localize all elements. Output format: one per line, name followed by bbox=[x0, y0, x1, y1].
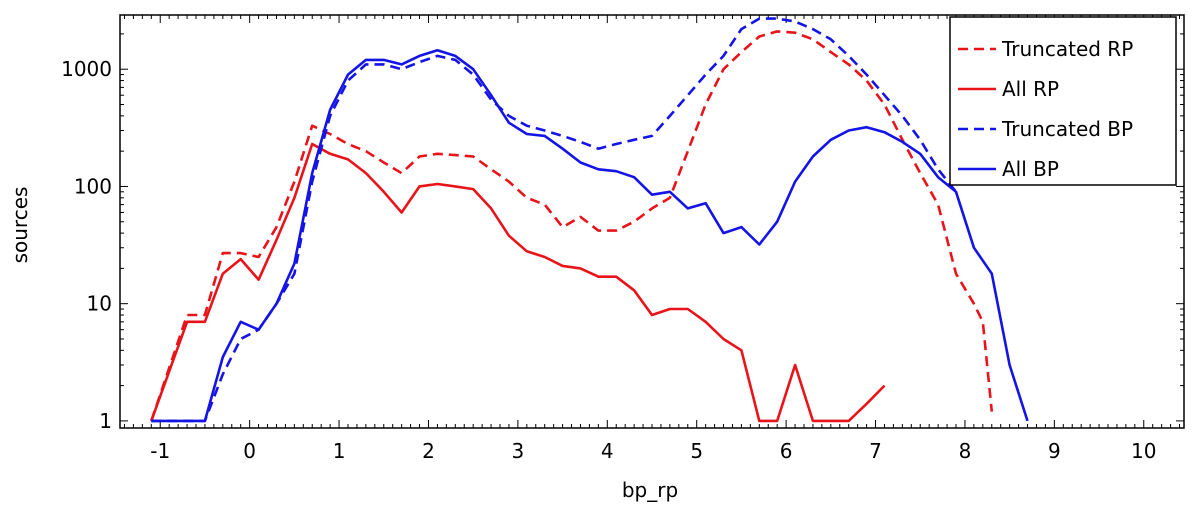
legend-label: Truncated BP bbox=[1001, 117, 1133, 141]
x-tick-label: 2 bbox=[422, 439, 435, 463]
series-line-all-bp bbox=[151, 49, 1029, 423]
axes: -1 0 1 2 3 4 5 6 7 8 9 10 1 10 100 1000 bbox=[61, 14, 1185, 463]
x-tick-label: 4 bbox=[601, 439, 614, 463]
series-lines bbox=[150, 17, 1029, 423]
legend: Truncated RP All RP Truncated BP All BP bbox=[949, 16, 1177, 186]
legend-label: All RP bbox=[1002, 77, 1059, 101]
x-axis-title: bp_rp bbox=[622, 478, 678, 502]
y-tick-label: 1 bbox=[99, 409, 112, 433]
x-tick-label: 7 bbox=[869, 439, 882, 463]
y-tick-label: 100 bbox=[74, 174, 112, 198]
series-line-truncated-bp bbox=[151, 17, 958, 423]
legend-label: Truncated RP bbox=[1001, 37, 1133, 61]
x-tick-label: 3 bbox=[512, 439, 525, 463]
y-axis-title: sources bbox=[8, 187, 32, 264]
x-tick-label: 0 bbox=[243, 439, 256, 463]
x-tick-label: 1 bbox=[333, 439, 346, 463]
legend-label: All BP bbox=[1002, 157, 1059, 181]
series-line-all-rp bbox=[150, 142, 886, 423]
x-tick-label: 6 bbox=[780, 439, 793, 463]
x-tick-label: 9 bbox=[1048, 439, 1061, 463]
series-line-truncated-rp bbox=[150, 30, 994, 422]
x-tick-label: -1 bbox=[150, 439, 170, 463]
legend-box bbox=[949, 16, 1177, 186]
x-tick-label: 5 bbox=[690, 439, 703, 463]
y-tick-label: 10 bbox=[87, 292, 112, 316]
y-tick-label: 1000 bbox=[61, 57, 112, 81]
x-tick-label: 8 bbox=[959, 439, 972, 463]
x-tick-label: 10 bbox=[1131, 439, 1156, 463]
